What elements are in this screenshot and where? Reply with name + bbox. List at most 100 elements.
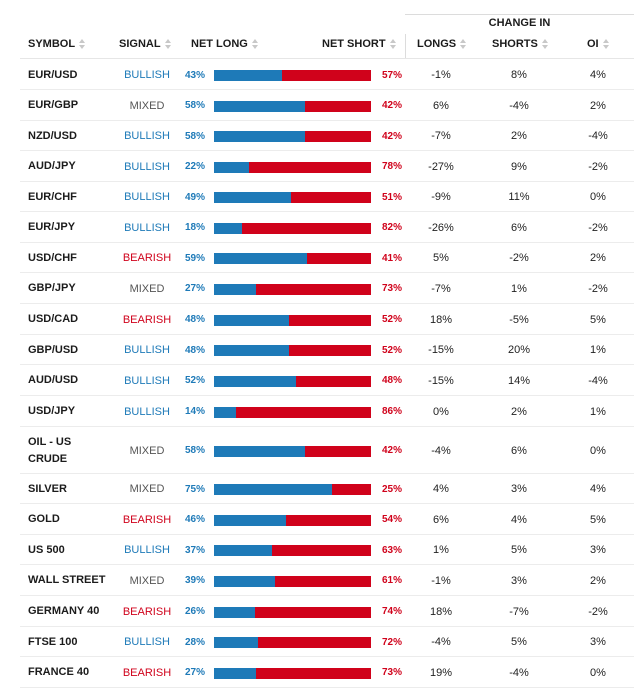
table-row[interactable]: GBP/USD BULLISH 48% 52% -15% 20% 1% — [0, 335, 634, 365]
symbol-cell[interactable]: FRANCE 40 — [28, 666, 90, 678]
symbol-cell[interactable]: EUR/JPY — [28, 221, 76, 233]
table-row[interactable]: FTSE 100 BULLISH 28% 72% -4% 5% 3% — [0, 627, 634, 657]
table-row[interactable]: EUR/GBP MIXED 58% 42% 6% -4% 2% — [0, 90, 634, 121]
table-row[interactable]: EUR/USD BULLISH 43% 57% -1% 8% 4% — [0, 60, 634, 90]
table-row[interactable]: EUR/CHF BULLISH 49% 51% -9% 11% 0% — [0, 182, 634, 212]
longs-change-value: 6% — [433, 513, 449, 526]
symbol-cell[interactable]: GOLD — [28, 513, 60, 525]
table-row[interactable]: OIL - US CRUDE MIXED 58% 42% -4% 6% 0% — [0, 427, 634, 474]
symbol-cell[interactable]: AUD/USD — [28, 374, 79, 386]
symbol-cell[interactable]: OIL - US CRUDE — [28, 435, 72, 465]
symbol-cell[interactable]: USD/CAD — [28, 313, 79, 325]
net-short-value: 52% — [381, 314, 402, 325]
table-row[interactable]: GOLD BEARISH 46% 54% 6% 4% 5% — [0, 504, 634, 535]
symbol-cell[interactable]: USD/CHF — [28, 251, 77, 264]
table-row[interactable]: AUD/USD BULLISH 52% 48% -15% 14% -4% — [0, 365, 634, 396]
net-long-column-header[interactable]: NET LONG — [191, 36, 258, 52]
net-long-value: 26% — [184, 606, 205, 617]
symbol-column-header[interactable]: SYMBOL — [28, 36, 86, 52]
longs-change-value: -15% — [428, 374, 454, 387]
symbol-cell[interactable]: EUR/CHF — [28, 190, 77, 203]
table-row[interactable]: WALL STREET MIXED 39% 61% -1% 3% 2% — [0, 565, 634, 596]
signal-cell: MIXED — [129, 483, 165, 495]
table-row[interactable]: USD/CAD BEARISH 48% 52% 18% -5% 5% — [0, 304, 634, 335]
table-row[interactable]: USD/CHF BEARISH 59% 41% 5% -2% 2% — [0, 243, 634, 273]
row-divider — [20, 534, 634, 535]
net-short-bar — [256, 283, 371, 295]
net-short-bar — [281, 70, 371, 81]
symbol-cell[interactable]: US 500 — [28, 543, 65, 556]
sort-icon[interactable] — [251, 39, 258, 49]
symbol-cell[interactable]: GERMANY 40 — [28, 605, 100, 617]
symbol-cell[interactable]: EUR/GBP — [28, 99, 79, 111]
net-long-value: 28% — [184, 636, 205, 648]
table-row[interactable]: GBP/JPY MIXED 27% 73% -7% 1% -2% — [0, 273, 634, 304]
row-divider — [20, 181, 634, 182]
shorts-change-value: 11% — [508, 191, 530, 203]
symbol-cell[interactable]: FTSE 100 — [28, 635, 78, 648]
symbol-cell[interactable]: NZD/USD — [28, 129, 77, 142]
net-short-bar — [331, 484, 371, 495]
shorts-change-value: -2% — [509, 252, 529, 264]
longs-change-value: -4% — [431, 636, 451, 648]
change-in-group-header: CHANGE IN — [405, 14, 634, 35]
sort-icon[interactable] — [389, 39, 396, 49]
table-row[interactable]: AUD/JPY BULLISH 22% 78% -27% 9% -2% — [0, 151, 634, 182]
table-row[interactable]: USD/JPY BULLISH 14% 86% 0% 2% 1% — [0, 396, 634, 427]
signal-column-header[interactable]: SIGNAL — [119, 36, 171, 52]
net-short-column-header[interactable]: NET SHORT — [322, 36, 396, 52]
signal-cell: BEARISH — [122, 605, 172, 618]
sort-icon[interactable] — [460, 39, 467, 49]
sort-icon[interactable] — [541, 39, 548, 49]
net-short-bar — [305, 445, 371, 457]
table-row[interactable]: SILVER MIXED 75% 25% 4% 3% 4% — [0, 474, 634, 504]
sentiment-bar — [214, 283, 371, 295]
signal-cell: BULLISH — [124, 544, 170, 556]
net-long-value: 43% — [184, 69, 205, 81]
signal-cell: BEARISH — [122, 513, 172, 526]
longs-column-header[interactable]: LONGS — [417, 36, 467, 52]
net-long-bar — [214, 345, 290, 356]
net-long-bar — [214, 192, 291, 203]
table-row[interactable]: GERMANY 40 BEARISH 26% 74% 18% -7% -2% — [0, 596, 634, 627]
sort-icon[interactable] — [164, 39, 171, 49]
symbol-cell[interactable]: GBP/JPY — [28, 282, 76, 294]
signal-cell: BULLISH — [124, 130, 170, 142]
net-long-value: 59% — [184, 252, 205, 264]
net-long-value: 49% — [184, 191, 205, 203]
longs-change-value: 18% — [429, 605, 453, 618]
longs-change-value: -1% — [431, 574, 451, 587]
net-short-bar — [272, 545, 371, 556]
column-divider — [405, 34, 406, 58]
table-row[interactable]: EUR/JPY BULLISH 18% 82% -26% 6% -2% — [0, 212, 634, 243]
sentiment-bar — [214, 161, 371, 173]
sort-icon[interactable] — [79, 39, 86, 49]
net-long-bar — [214, 70, 282, 81]
symbol-cell[interactable]: WALL STREET — [28, 574, 106, 586]
net-short-value: 51% — [381, 191, 402, 203]
table-row[interactable]: NZD/USD BULLISH 58% 42% -7% 2% -4% — [0, 121, 634, 151]
sentiment-bar — [214, 545, 371, 556]
net-long-value: 27% — [184, 283, 205, 294]
table-row[interactable]: FRANCE 40 BEARISH 27% 73% 19% -4% 0% — [0, 657, 634, 688]
row-divider — [20, 211, 634, 212]
net-long-value: 48% — [184, 344, 205, 356]
shorts-change-value: 2% — [511, 405, 527, 418]
symbol-cell[interactable]: USD/JPY — [28, 405, 76, 417]
symbol-cell[interactable]: SILVER — [28, 482, 67, 495]
symbol-cell[interactable]: AUD/JPY — [28, 160, 76, 172]
signal-cell: MIXED — [129, 99, 165, 112]
net-short-bar — [306, 253, 371, 264]
symbol-cell[interactable]: EUR/USD — [28, 68, 78, 81]
sort-icon[interactable] — [602, 39, 609, 49]
net-short-bar — [242, 222, 371, 234]
longs-change-value: -27% — [428, 160, 454, 173]
oi-change-value: -2% — [588, 605, 608, 618]
table-row[interactable]: US 500 BULLISH 37% 63% 1% 5% 3% — [0, 535, 634, 565]
net-short-bar — [305, 100, 371, 112]
shorts-column-header[interactable]: SHORTS — [492, 36, 548, 52]
net-long-bar — [214, 445, 306, 457]
oi-column-header[interactable]: OI — [587, 36, 609, 52]
symbol-cell[interactable]: GBP/USD — [28, 343, 79, 356]
net-short-value: 54% — [381, 514, 402, 525]
